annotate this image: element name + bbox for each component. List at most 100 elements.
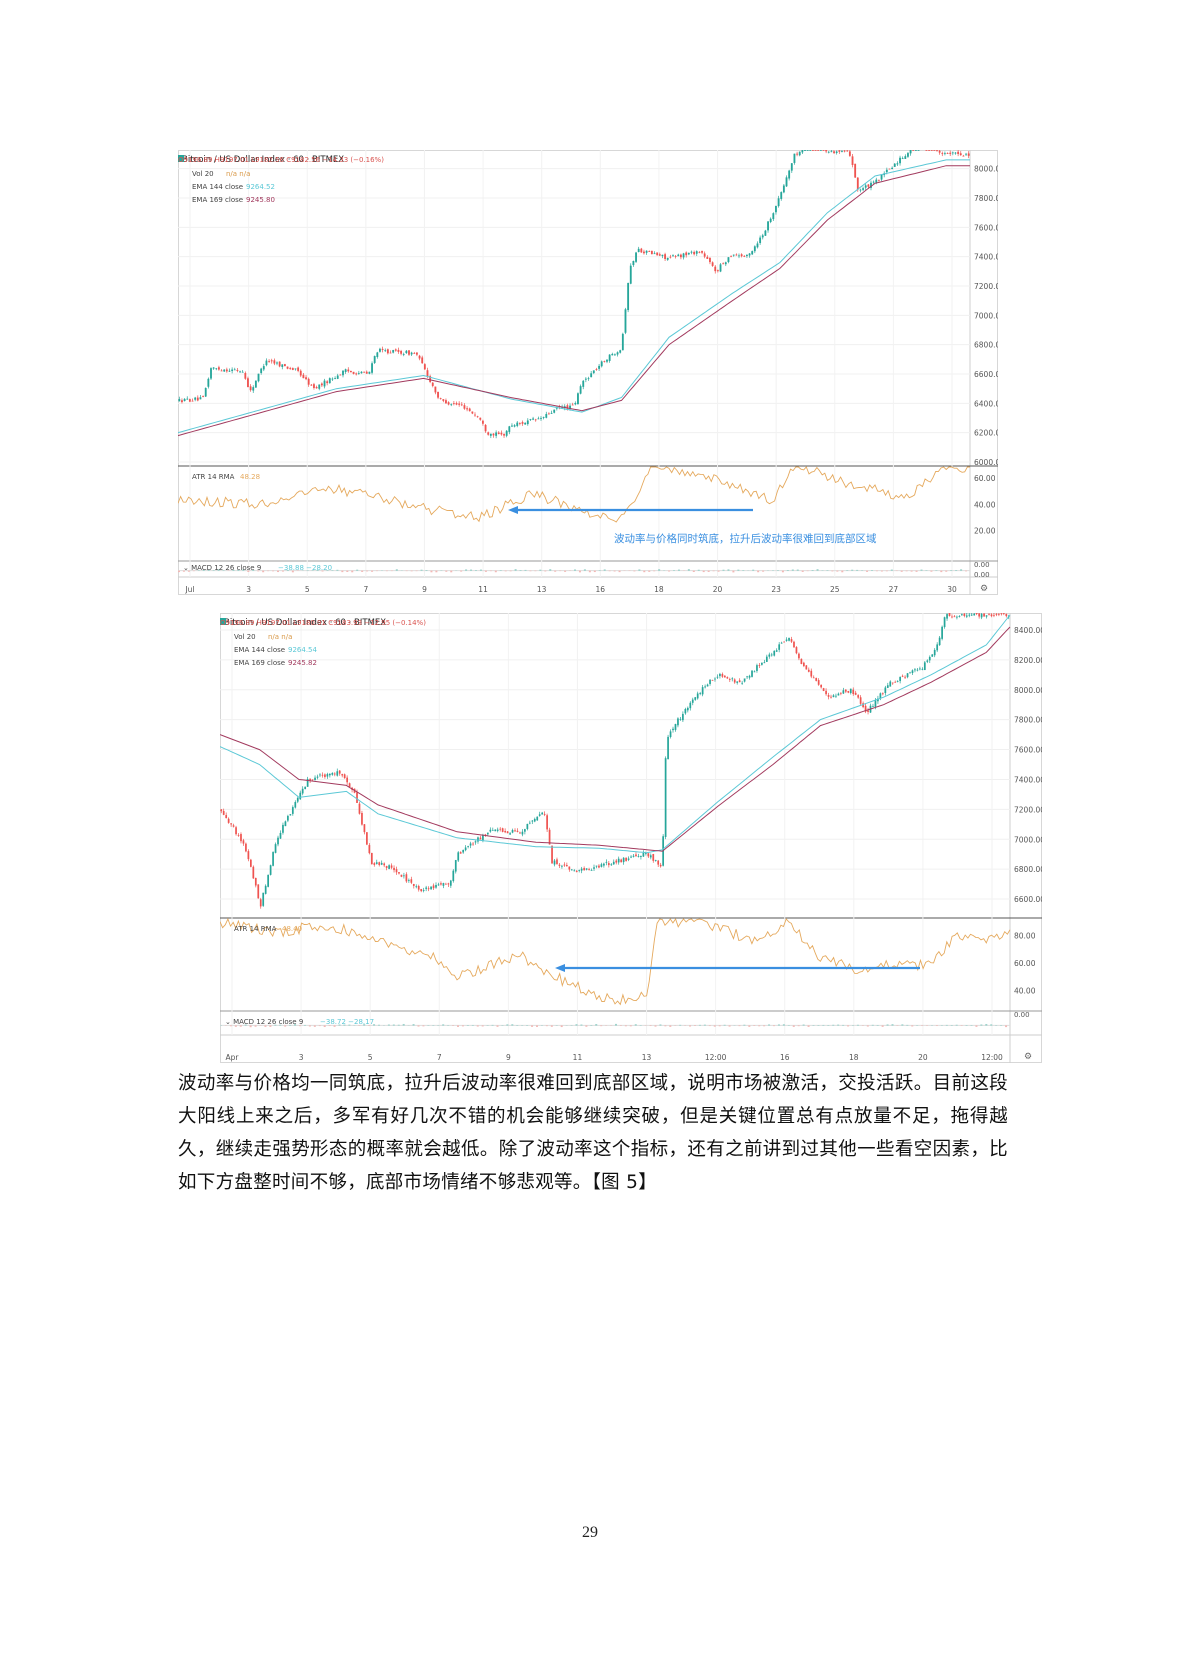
macd-bar [598,570,601,571]
candle-body [413,352,416,354]
candle-body [802,662,805,667]
candle-body [854,163,857,178]
ema144-value: 9264.52 [246,183,275,191]
candle-body [921,668,924,670]
price-tick-label: 8000.00 [1014,686,1042,695]
candle-body [445,400,447,404]
chart-frame [178,150,998,595]
candle-body [656,252,659,256]
candle-body [827,695,830,697]
macd-bar [279,1024,282,1026]
macd-bar [694,1025,696,1027]
macd-bar [817,1025,820,1026]
macd-bar [807,1025,810,1027]
candle-body [373,863,376,865]
candle-body [807,669,810,672]
candle-body [524,422,527,425]
candle-body [990,614,993,617]
macd-bar [560,1025,563,1028]
candle-body [534,419,537,421]
macd-bar [713,1025,716,1027]
macd-bar [758,1025,761,1027]
candle-body [357,372,360,374]
candle-body [386,349,389,354]
candle-body [835,151,838,153]
candle-body [595,865,598,867]
candle-body [600,361,603,367]
candle-body [494,829,497,832]
chart-title: Bitcoin / US Dollar Index · 60 · BITMEX [224,618,386,628]
candle-body [941,153,944,155]
macd-bar [900,570,903,572]
candle-body [331,772,334,775]
macd-value: −38.72 −28.17 [320,1018,374,1026]
candle-body [764,230,767,236]
candle-body [333,773,336,775]
candle-body [259,899,262,907]
candle-body [566,405,569,409]
macd-bar [338,1024,341,1026]
x-tick-label: 27 [889,585,899,594]
candle-body [669,731,672,737]
candle-body [508,426,511,432]
candle-body [379,348,381,352]
macd-bar [465,569,468,571]
candle-body [311,779,314,781]
candle-body [642,852,645,857]
candle-body [682,713,684,721]
price-tick-label: 7000.00 [1014,835,1042,844]
macd-bar [702,570,705,573]
macd-bar [763,1025,766,1027]
candle-body [287,815,289,821]
candle-body [753,671,756,673]
candle-body [284,821,287,827]
candle-body [833,151,835,154]
settings-icon: ⚙ [980,584,988,594]
candle-body [988,614,990,616]
candle-body [194,397,197,400]
candle-body [228,370,231,372]
candle-body [442,399,445,401]
candle-body [521,422,524,424]
price-tick-label: 7800.00 [1014,716,1042,725]
candle-body [936,150,938,151]
candle-body [748,253,751,256]
macd-bar [837,1024,840,1026]
candle-body [531,820,534,822]
price-tick-label: 6600.00 [974,370,998,379]
candle-body [196,397,199,401]
candle-body [951,616,953,618]
candle-body [925,150,928,151]
candle-body [622,857,625,863]
macd-bar [506,1024,509,1026]
candle-body [679,254,682,258]
candle-body [183,398,186,402]
candle-body [885,169,888,173]
macd-bar [664,1025,667,1027]
macd-bar [363,1024,366,1026]
live-flag-icon [220,618,226,625]
macd-bar [254,1025,257,1027]
macd-bar [633,570,636,572]
macd-bar [797,1025,800,1027]
chart-frame [220,613,1042,1063]
candle-body [621,333,624,351]
candle-body [867,184,870,187]
macd-bar [945,1024,948,1026]
macd-bar [669,1025,672,1027]
candle-body [835,695,837,697]
ema169-line [178,165,970,437]
candle-body [886,685,889,688]
candle-body [864,705,867,712]
macd-bar [866,570,869,572]
candle-body [538,814,541,816]
atr-tick-label: 60.00 [974,474,996,483]
candle-body [687,252,690,255]
candle-body [889,681,892,687]
candle-body [487,432,490,435]
candle-body [635,252,637,262]
macd-bar [831,570,834,572]
vol-label: Vol 20 [192,170,214,178]
candle-body [837,693,840,696]
macd-bar [249,1025,252,1028]
